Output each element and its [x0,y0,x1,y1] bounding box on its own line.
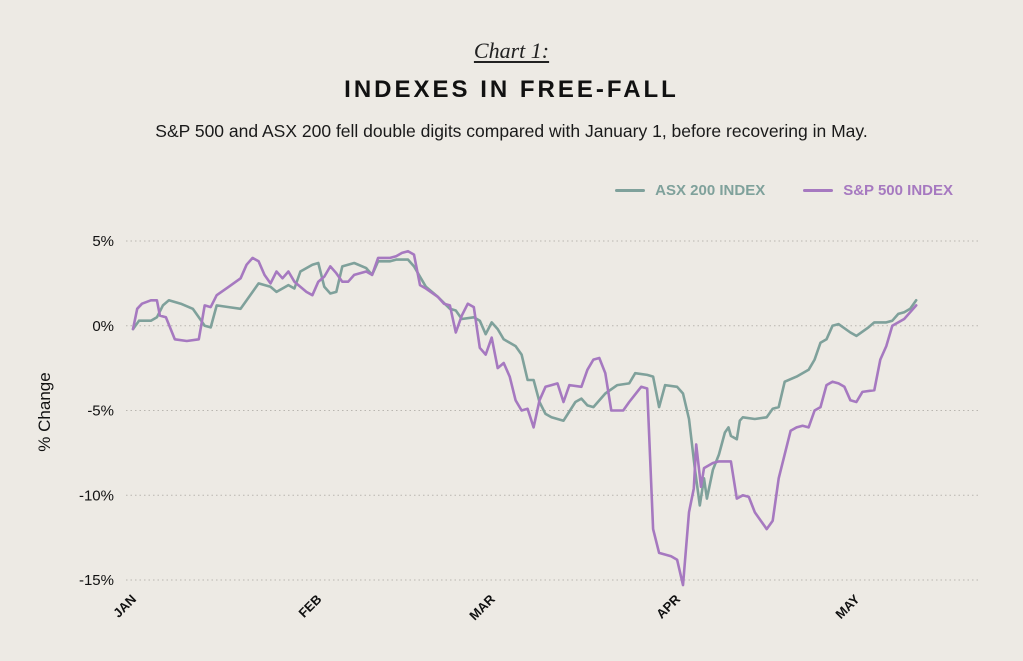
y-tick-label: -10% [79,487,114,504]
series-layer [131,249,918,587]
legend-label-asx: ASX 200 INDEX [655,182,766,199]
y-tick-label: -5% [87,403,114,420]
chart-kicker: Chart 1: [473,38,550,63]
series-line-asx [131,258,918,507]
series-line-sp [131,249,918,587]
x-axis-ticks: JAN FEB MAR APR MAY [110,591,863,623]
y-tick-label: -15% [79,572,114,589]
chart-legend: ASX 200 INDEX S&P 500 INDEX [615,182,953,199]
legend-swatch-sp [803,189,834,192]
y-axis-ticks: 5% 0% -5% -10% -15% [79,233,114,589]
y-tick-label: 0% [92,318,114,335]
y-tick-label: 5% [92,233,114,250]
chart-subtitle: S&P 500 and ASX 200 fell double digits c… [155,121,868,141]
x-tick-label: FEB [295,592,324,621]
legend-item-sp: S&P 500 INDEX [803,182,953,199]
legend-label-sp: S&P 500 INDEX [843,182,953,199]
x-tick-label: MAY [832,591,862,621]
chart-title: INDEXES IN FREE-FALL [344,76,679,103]
x-tick-label: MAR [466,591,498,623]
x-tick-label: APR [653,591,683,621]
y-axis-label: % Change [35,372,54,451]
legend-swatch-asx [615,189,646,192]
x-tick-label: JAN [110,592,139,621]
legend-item-asx: ASX 200 INDEX [615,182,765,199]
